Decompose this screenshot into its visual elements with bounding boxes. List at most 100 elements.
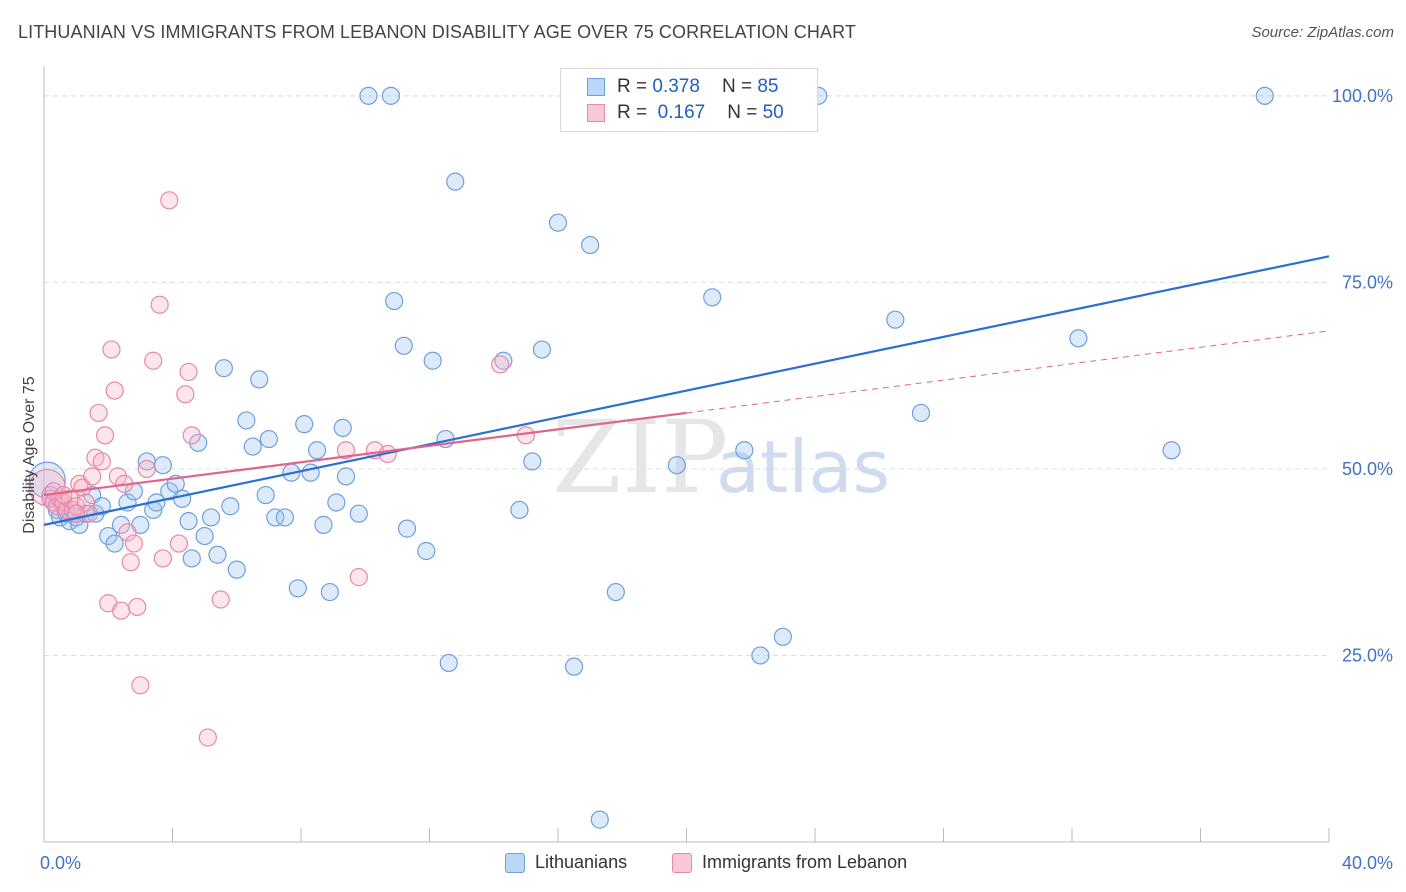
data-point xyxy=(446,172,465,191)
data-point xyxy=(105,534,124,553)
data-point xyxy=(131,676,150,695)
trend-line-lebanon xyxy=(43,411,687,497)
axes xyxy=(43,66,1330,843)
data-point xyxy=(211,590,230,609)
data-point xyxy=(266,508,285,527)
data-point xyxy=(397,519,417,538)
data-point xyxy=(198,728,217,747)
data-point xyxy=(532,340,552,359)
legend-r-value: 0.167 xyxy=(657,102,706,123)
data-point xyxy=(89,403,108,423)
data-point xyxy=(111,601,131,620)
data-point xyxy=(606,582,625,602)
data-point xyxy=(359,86,378,105)
data-point xyxy=(667,456,686,475)
data-point xyxy=(333,418,352,437)
legend-row-lithuanians: R = 0.378 N = 85 xyxy=(587,75,778,99)
series-lebanon xyxy=(28,191,535,747)
legend-swatch-blue xyxy=(587,78,605,96)
legend-n-value: 50 xyxy=(762,102,784,123)
data-point xyxy=(176,385,195,404)
data-point xyxy=(153,549,172,568)
data-point xyxy=(144,351,163,370)
watermark-zip: ZIP xyxy=(552,399,728,516)
data-point xyxy=(288,579,307,598)
trend-line-lebanon-extension xyxy=(686,330,1330,414)
data-point xyxy=(189,433,208,452)
data-point xyxy=(83,467,102,486)
data-point xyxy=(581,235,600,255)
data-point xyxy=(349,568,368,587)
data-point xyxy=(28,468,66,507)
data-point xyxy=(320,582,340,602)
data-point xyxy=(417,541,436,561)
data-point xyxy=(150,295,169,314)
data-point xyxy=(102,340,121,359)
data-point xyxy=(327,493,346,512)
data-point xyxy=(243,437,262,456)
data-point xyxy=(1069,329,1088,348)
data-point xyxy=(336,441,356,460)
data-point xyxy=(250,370,269,389)
series-lithuanians xyxy=(28,86,1274,829)
data-point xyxy=(128,597,147,617)
data-point xyxy=(735,441,754,460)
trend-line-lithuanians xyxy=(43,255,1330,526)
data-point xyxy=(227,560,246,579)
data-point xyxy=(124,534,144,553)
data-point xyxy=(92,452,111,471)
y-tick-label: 25.0% xyxy=(1342,645,1393,665)
data-point xyxy=(169,534,189,553)
x-tick-label: 40.0% xyxy=(1342,853,1393,873)
data-point xyxy=(256,485,275,505)
legend-n-label: N = xyxy=(721,76,753,97)
trend-lines xyxy=(43,255,1330,526)
data-point xyxy=(510,500,529,520)
data-point xyxy=(201,508,221,527)
data-point xyxy=(301,463,320,482)
data-point xyxy=(349,504,368,523)
y-tick-label: 50.0% xyxy=(1342,459,1393,479)
data-point xyxy=(105,381,124,400)
data-point xyxy=(259,429,278,449)
source-label: Source: ZipAtlas.com xyxy=(1251,24,1394,41)
legend-r-value: 0.378 xyxy=(652,76,700,97)
data-point xyxy=(195,526,214,546)
bottom-legend-swatch-pink xyxy=(672,852,692,873)
data-point xyxy=(703,288,722,307)
stats-legend: R = 0.378 N = 85 R = 0.167 N = 50 xyxy=(560,68,818,132)
data-point xyxy=(153,456,172,475)
data-point xyxy=(208,545,227,564)
data-point xyxy=(1255,86,1274,105)
data-point xyxy=(221,497,240,516)
chart-title: LITHUANIAN VS IMMIGRANTS FROM LEBANON DI… xyxy=(18,22,856,42)
data-point xyxy=(423,351,442,370)
data-point xyxy=(214,359,233,378)
x-tick-label: 0.0% xyxy=(40,853,81,873)
data-point xyxy=(95,426,115,445)
y-tick-label: 100.0% xyxy=(1332,86,1393,106)
watermark: ZIP atlas xyxy=(552,399,890,516)
data-point xyxy=(179,512,198,531)
data-point xyxy=(275,508,295,527)
data-point xyxy=(111,515,131,534)
watermark-atlas: atlas xyxy=(716,425,890,509)
data-point xyxy=(179,362,198,382)
data-point xyxy=(173,489,192,508)
data-point xyxy=(886,310,905,329)
data-point xyxy=(336,467,356,486)
data-point xyxy=(1162,441,1181,460)
data-point xyxy=(385,291,404,311)
data-point xyxy=(118,523,137,542)
y-tick-label: 75.0% xyxy=(1342,272,1393,292)
data-point xyxy=(773,627,792,646)
data-point xyxy=(564,657,584,676)
data-point xyxy=(237,411,256,430)
bottom-legend-label-lebanon: Immigrants from Lebanon xyxy=(702,852,908,872)
legend-r-label: R = xyxy=(617,76,648,97)
legend-row-lebanon: R = 0.167 N = 50 xyxy=(587,101,784,125)
data-point xyxy=(314,515,333,534)
y-axis-title: Disability Age Over 75 xyxy=(21,376,38,534)
bottom-legend-swatch-blue xyxy=(505,852,525,873)
